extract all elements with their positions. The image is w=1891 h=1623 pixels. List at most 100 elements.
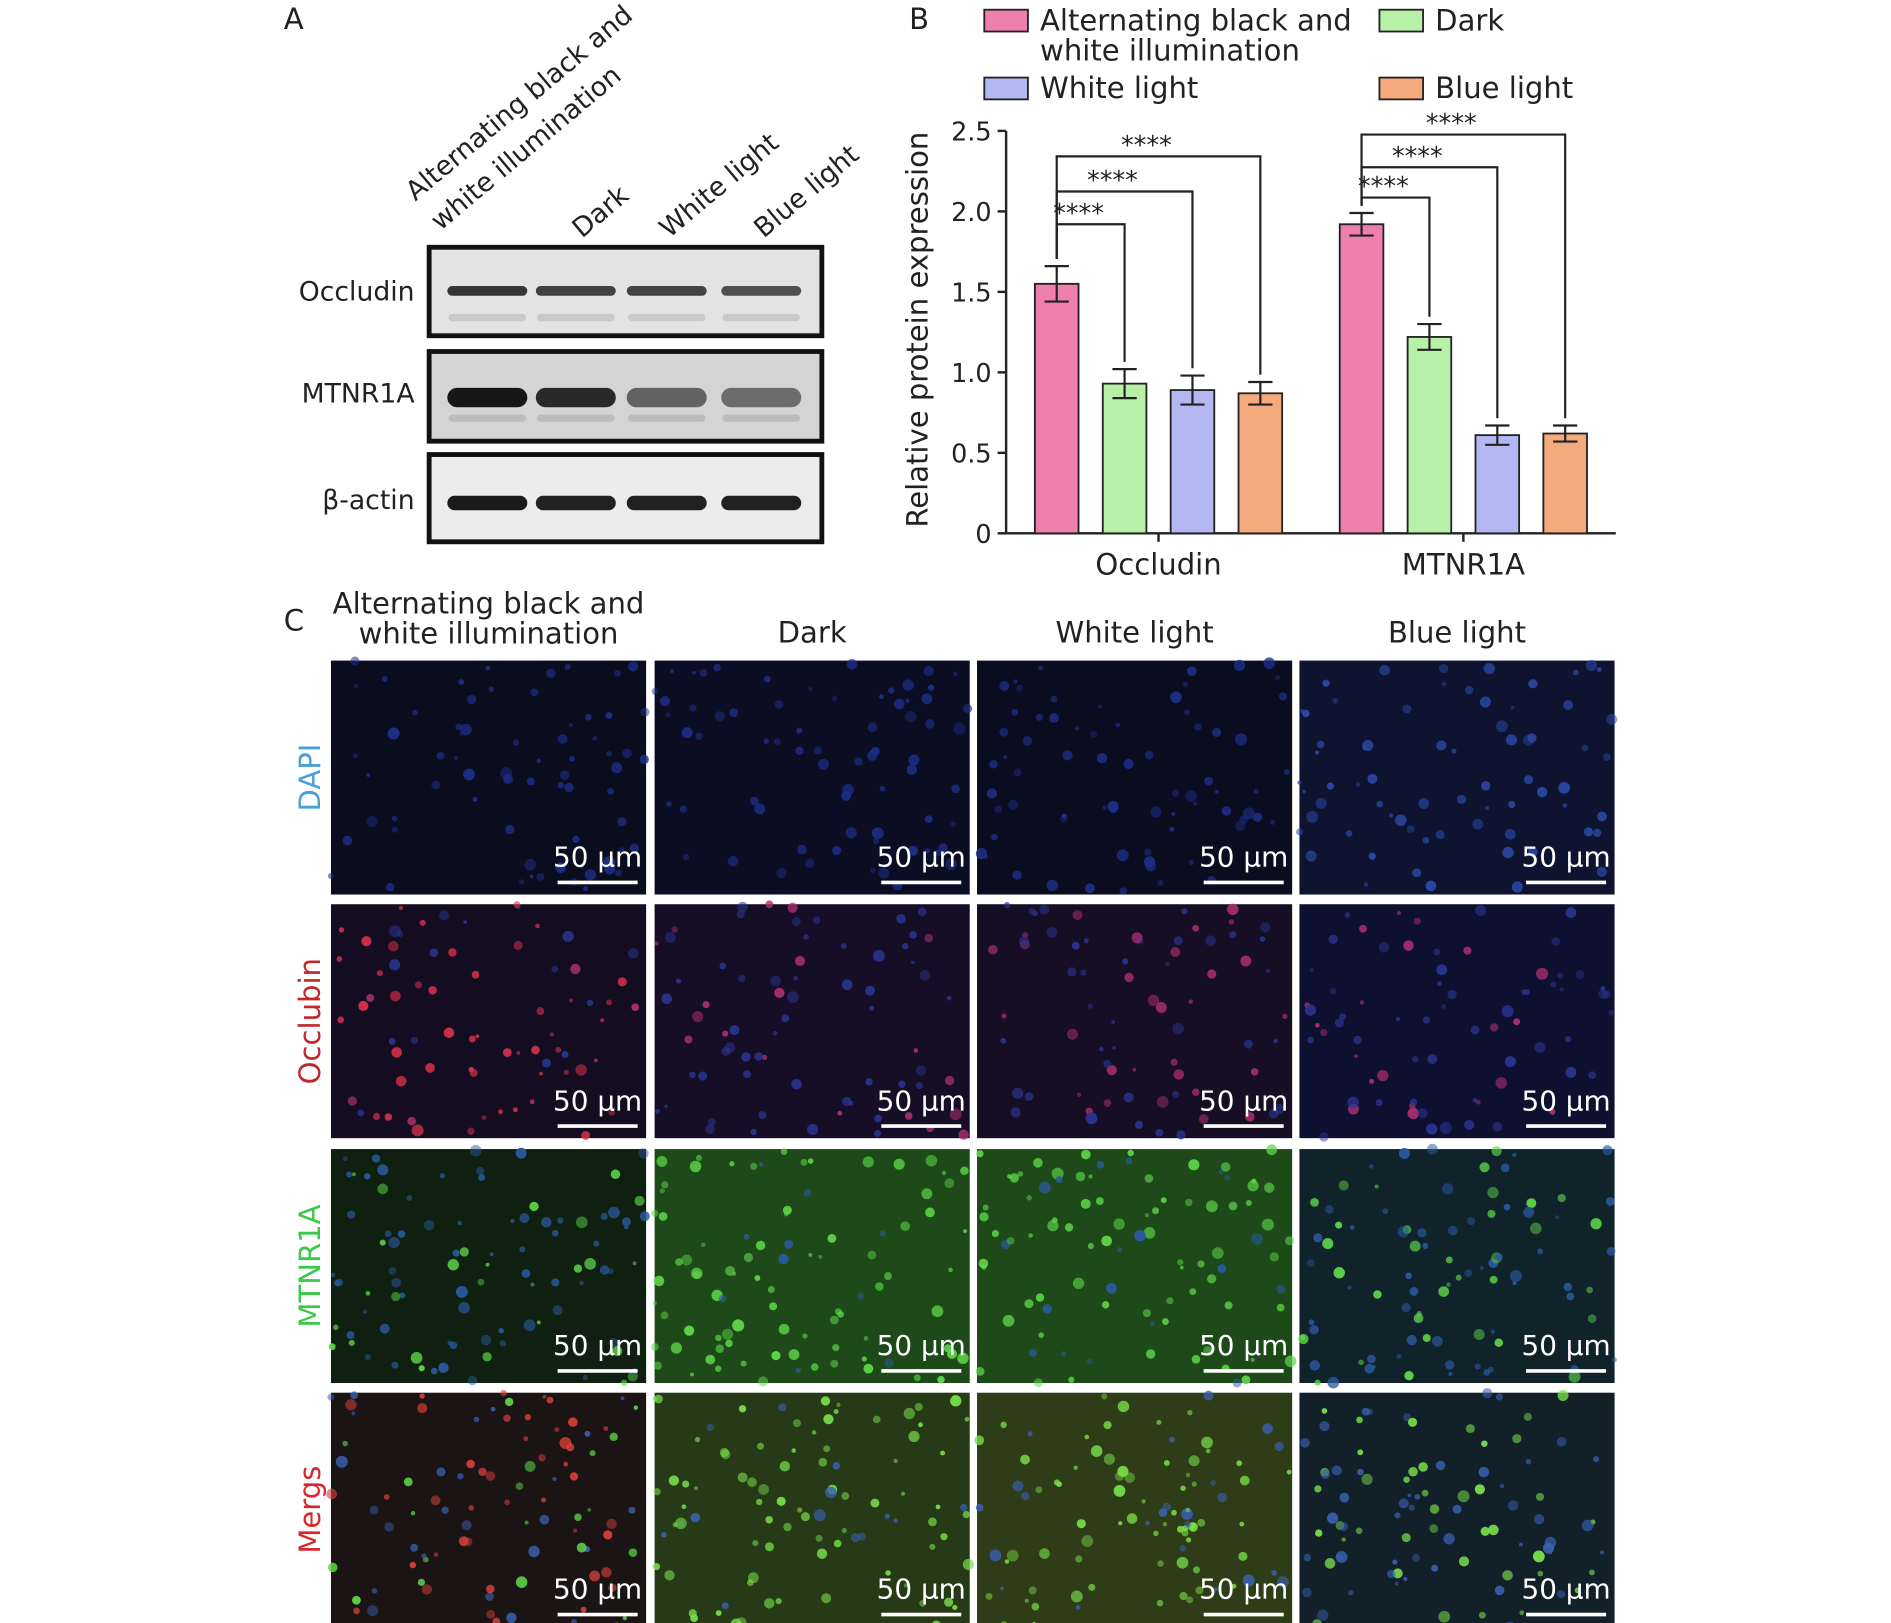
cell — [417, 1578, 426, 1586]
cell — [1526, 1198, 1537, 1209]
cell — [350, 656, 360, 666]
cell — [1264, 1182, 1275, 1193]
bar — [1101, 382, 1148, 535]
cell — [1191, 1355, 1201, 1364]
error-bar — [1485, 424, 1510, 446]
cell — [872, 1415, 881, 1424]
cell — [348, 1339, 355, 1346]
cell — [1115, 722, 1121, 728]
cell — [605, 712, 613, 720]
cell — [653, 1488, 661, 1496]
cell — [452, 1249, 460, 1257]
cell — [1367, 1354, 1376, 1364]
micrograph: 50 µm — [327, 656, 650, 895]
y-axis-title: Relative protein expression — [900, 132, 934, 528]
cell — [563, 1461, 569, 1467]
cell — [681, 727, 693, 739]
cell — [1192, 924, 1200, 932]
cell — [1038, 1332, 1045, 1338]
cell — [732, 1271, 737, 1276]
cell — [524, 1413, 532, 1421]
cell — [1010, 1107, 1021, 1118]
cell — [715, 1334, 722, 1342]
cell — [1247, 1180, 1259, 1192]
scale-bar-label: 50 µm — [1199, 1329, 1288, 1362]
cell — [1191, 1481, 1197, 1487]
cell — [1315, 1529, 1323, 1537]
cell — [1412, 868, 1422, 878]
cell — [576, 1542, 587, 1553]
micrograph: 50 µm — [977, 902, 1293, 1140]
cell — [458, 679, 465, 685]
cell — [668, 1475, 680, 1486]
cell — [1581, 1519, 1594, 1532]
cell — [1422, 1016, 1431, 1024]
cell — [1512, 1433, 1522, 1444]
cell — [1325, 1205, 1334, 1214]
cell — [498, 1109, 503, 1115]
cell — [1259, 936, 1266, 942]
cell — [504, 1499, 510, 1506]
cell — [1525, 1458, 1532, 1465]
cell — [1132, 1067, 1137, 1072]
cell — [658, 1212, 668, 1221]
cell — [516, 1051, 521, 1055]
cell — [1472, 818, 1484, 830]
cell — [1013, 768, 1022, 777]
column-title: White light — [1055, 615, 1213, 649]
cell — [1431, 1564, 1439, 1572]
cell — [1276, 1284, 1286, 1294]
cell — [1364, 1363, 1375, 1374]
cell — [506, 1612, 517, 1623]
cell — [1302, 789, 1306, 794]
cell — [857, 1292, 865, 1300]
cell — [1557, 1590, 1566, 1599]
cell — [1394, 1581, 1399, 1586]
cell — [808, 687, 813, 692]
cell — [467, 1375, 478, 1386]
cell — [562, 930, 574, 942]
cell — [606, 1518, 617, 1530]
cell — [459, 732, 464, 736]
cell — [1374, 1184, 1379, 1189]
cell — [743, 1233, 750, 1240]
cell — [705, 1354, 716, 1365]
cell — [928, 1517, 937, 1527]
cell — [813, 1509, 826, 1522]
cell — [608, 1109, 615, 1116]
cell — [963, 704, 973, 714]
cell — [1156, 1419, 1162, 1425]
cell — [469, 1144, 482, 1157]
cell — [1088, 1583, 1096, 1591]
cell — [468, 1066, 475, 1073]
cell — [1310, 1197, 1319, 1207]
cell — [1347, 1285, 1352, 1290]
cell — [937, 1375, 945, 1384]
cell — [817, 758, 829, 770]
cell — [783, 1522, 792, 1532]
cell — [1478, 1611, 1486, 1619]
cell — [1333, 1267, 1345, 1279]
cell — [1488, 1524, 1499, 1536]
cell — [1416, 1311, 1422, 1317]
cell — [1314, 1379, 1321, 1386]
cell — [1302, 709, 1310, 718]
cell — [802, 1333, 808, 1339]
cell — [979, 1212, 989, 1222]
cell — [371, 1154, 381, 1163]
cell — [510, 1219, 515, 1224]
cell — [1012, 1087, 1024, 1099]
cell — [1020, 1454, 1030, 1465]
cell — [1359, 924, 1367, 933]
cell — [1298, 1333, 1309, 1345]
cell — [870, 746, 880, 756]
cell — [681, 1254, 693, 1266]
cell — [1067, 967, 1077, 977]
cell — [831, 695, 838, 702]
legend-swatch — [983, 8, 1029, 33]
cell — [743, 1252, 754, 1263]
micrograph: 50 µm — [328, 1144, 650, 1386]
column-title: Alternating black and white illumination — [333, 586, 645, 650]
cell — [1354, 1054, 1358, 1058]
cell — [391, 1277, 401, 1288]
